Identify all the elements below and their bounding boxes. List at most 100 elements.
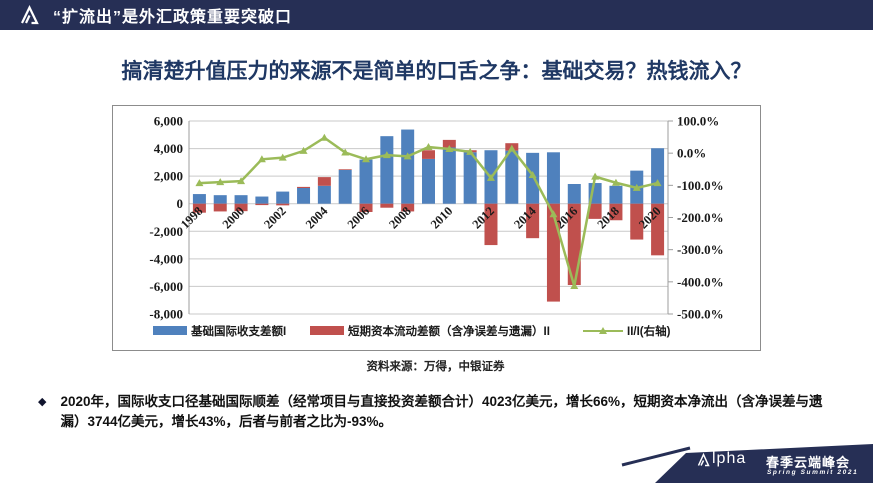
ratio-line-marker bbox=[195, 179, 204, 187]
header-title: “扩流出”是外汇政策重要突破口 bbox=[53, 9, 293, 26]
header-bar: “扩流出”是外汇政策重要突破口 bbox=[0, 0, 873, 30]
bar-shortterm-2002 bbox=[276, 203, 290, 206]
bar-shortterm-2012 bbox=[484, 203, 498, 246]
ratio-line-marker bbox=[528, 171, 537, 179]
bar-shortterm-2006 bbox=[359, 203, 373, 212]
legend-label-shortterm: 短期资本流动差额（含净误差与遗漏）II bbox=[348, 324, 550, 338]
right-axis-tick-label: -500.0% bbox=[677, 307, 724, 322]
x-axis-year-label: 2002 bbox=[261, 204, 289, 232]
page-title: 搞清楚升值压力的来源不是简单的口舌之争：基础交易？热钱流入？ bbox=[121, 60, 752, 83]
ratio-line-marker bbox=[570, 282, 579, 290]
left-axis-tick-label: -6,000 bbox=[149, 279, 183, 294]
bar-shortterm-2004 bbox=[317, 177, 331, 186]
diamond-bullet-icon: ◆ bbox=[38, 396, 47, 408]
bar-shortterm-2009 bbox=[422, 150, 435, 159]
ratio-line-marker bbox=[486, 173, 495, 181]
bar-base-2006 bbox=[359, 159, 373, 204]
left-axis-tick-label: 4,000 bbox=[154, 141, 183, 156]
ratio-line-marker bbox=[549, 210, 558, 218]
alpha-triangle-logo-icon bbox=[21, 5, 39, 25]
ratio-line-marker bbox=[611, 178, 620, 186]
summit-name-en: Spring Summit 2021 bbox=[767, 469, 859, 476]
left-axis-tick-label: -4,000 bbox=[149, 251, 183, 266]
left-axis-tick-label: 6,000 bbox=[154, 114, 183, 129]
bar-base-2003 bbox=[297, 187, 311, 204]
right-axis-tick-label: -200.0% bbox=[677, 210, 724, 225]
bar-base-2015 bbox=[546, 152, 560, 204]
footer-brand-banner: lpha 春季云端峰会 Spring Summit 2021 bbox=[620, 440, 873, 483]
ratio-line-marker bbox=[653, 179, 662, 187]
left-axis-tick-label: 2,000 bbox=[154, 169, 183, 184]
bar-shortterm-2003 bbox=[297, 186, 311, 188]
ratio-line-marker bbox=[445, 144, 454, 152]
bar-base-2005 bbox=[338, 169, 352, 204]
bar-shortterm-2001 bbox=[255, 203, 269, 206]
bar-base-2011 bbox=[463, 152, 477, 204]
right-axis-tick-label: -300.0% bbox=[677, 242, 724, 257]
x-axis-year-label: 2004 bbox=[303, 203, 331, 231]
ratio-line-marker bbox=[341, 148, 350, 156]
bar-shortterm-2020 bbox=[651, 203, 665, 256]
right-axis-tick-label: 0.0% bbox=[677, 146, 706, 161]
bar-shortterm-2014 bbox=[526, 203, 540, 239]
alpha-wordmark: lpha bbox=[696, 451, 746, 467]
bar-shortterm-1999 bbox=[213, 203, 227, 212]
right-axis-tick-label: -100.0% bbox=[677, 178, 724, 193]
bar-shortterm-2007 bbox=[380, 203, 394, 208]
alpha-triangle-icon bbox=[697, 452, 710, 467]
bar-base-2008 bbox=[401, 129, 415, 204]
bar-base-2004 bbox=[317, 185, 331, 204]
bar-base-2009 bbox=[422, 158, 435, 204]
bop-chart: 6,000 4,000 2,000 0 -2,000 -4,000 -6,000 -8,000… bbox=[149, 114, 724, 339]
left-axis-tick-label: 0 bbox=[177, 196, 184, 211]
bar-base-2016 bbox=[567, 184, 581, 204]
bar-shortterm-2018 bbox=[609, 203, 623, 221]
bar-shortterm-2017 bbox=[588, 203, 602, 219]
bar-base-2000 bbox=[234, 195, 248, 204]
x-axis-year-label: 2010 bbox=[428, 204, 456, 232]
bullet-point: ◆ 2020年，国际收支口径基础国际顺差（经常项目与直接投资差额合计）4023亿… bbox=[38, 392, 838, 432]
ratio-line-marker bbox=[591, 172, 600, 180]
bar-base-2013 bbox=[505, 150, 519, 204]
bar-base-2001 bbox=[255, 196, 269, 204]
bop-chart-panel: 6,000 4,000 2,000 0 -2,000 -4,000 -6,000 -8,000… bbox=[112, 105, 761, 351]
ratio-line-marker bbox=[257, 155, 266, 163]
legend-label-ratio: II/I(右轴) bbox=[627, 324, 671, 338]
bar-base-2018 bbox=[609, 185, 623, 204]
right-axis-tick-label: 100.0% bbox=[677, 114, 719, 129]
ratio-line-marker bbox=[216, 178, 225, 186]
bar-shortterm-2005 bbox=[338, 169, 352, 170]
summit-name-cn: 春季云端峰会 bbox=[766, 455, 851, 470]
ratio-line-marker bbox=[320, 133, 329, 141]
bullet-text: 2020年，国际收支口径基础国际顺差（经常项目与直接投资差额合计）4023亿美元… bbox=[60, 394, 823, 429]
ratio-line-marker bbox=[237, 177, 246, 185]
legend-marker-ratio bbox=[599, 327, 607, 334]
ratio-line-marker bbox=[507, 144, 516, 152]
bar-shortterm-2010 bbox=[442, 139, 456, 148]
ratio-line-marker bbox=[362, 155, 371, 163]
bar-base-2020 bbox=[651, 148, 665, 204]
bar-base-2010 bbox=[442, 147, 456, 204]
legend-swatch-base bbox=[153, 326, 187, 335]
right-axis-tick-label: -400.0% bbox=[677, 274, 724, 289]
bar-shortterm-1998 bbox=[192, 203, 206, 213]
data-source-note: 资料来源：万得，中银证券 bbox=[366, 361, 505, 373]
banner-shape bbox=[621, 444, 873, 483]
bar-shortterm-2000 bbox=[234, 203, 248, 212]
bar-shortterm-2019 bbox=[630, 203, 644, 240]
bar-base-2014 bbox=[526, 152, 540, 204]
ratio-line-marker bbox=[424, 143, 433, 151]
left-axis-tick-label: -2,000 bbox=[149, 224, 183, 239]
legend-swatch-shortterm bbox=[310, 326, 344, 335]
bar-shortterm-2008 bbox=[401, 203, 415, 212]
ratio-line-marker bbox=[632, 183, 641, 191]
bar-base-1998 bbox=[192, 194, 206, 204]
ratio-line-marker bbox=[403, 152, 412, 160]
bar-base-1999 bbox=[213, 195, 227, 204]
alpha-wordmark-text: lpha bbox=[712, 450, 747, 467]
legend-label-base: 基础国际收支差额I bbox=[190, 324, 286, 338]
ratio-line-marker bbox=[278, 153, 287, 161]
bar-base-2002 bbox=[276, 191, 290, 204]
left-axis-tick-label: -8,000 bbox=[149, 307, 183, 322]
